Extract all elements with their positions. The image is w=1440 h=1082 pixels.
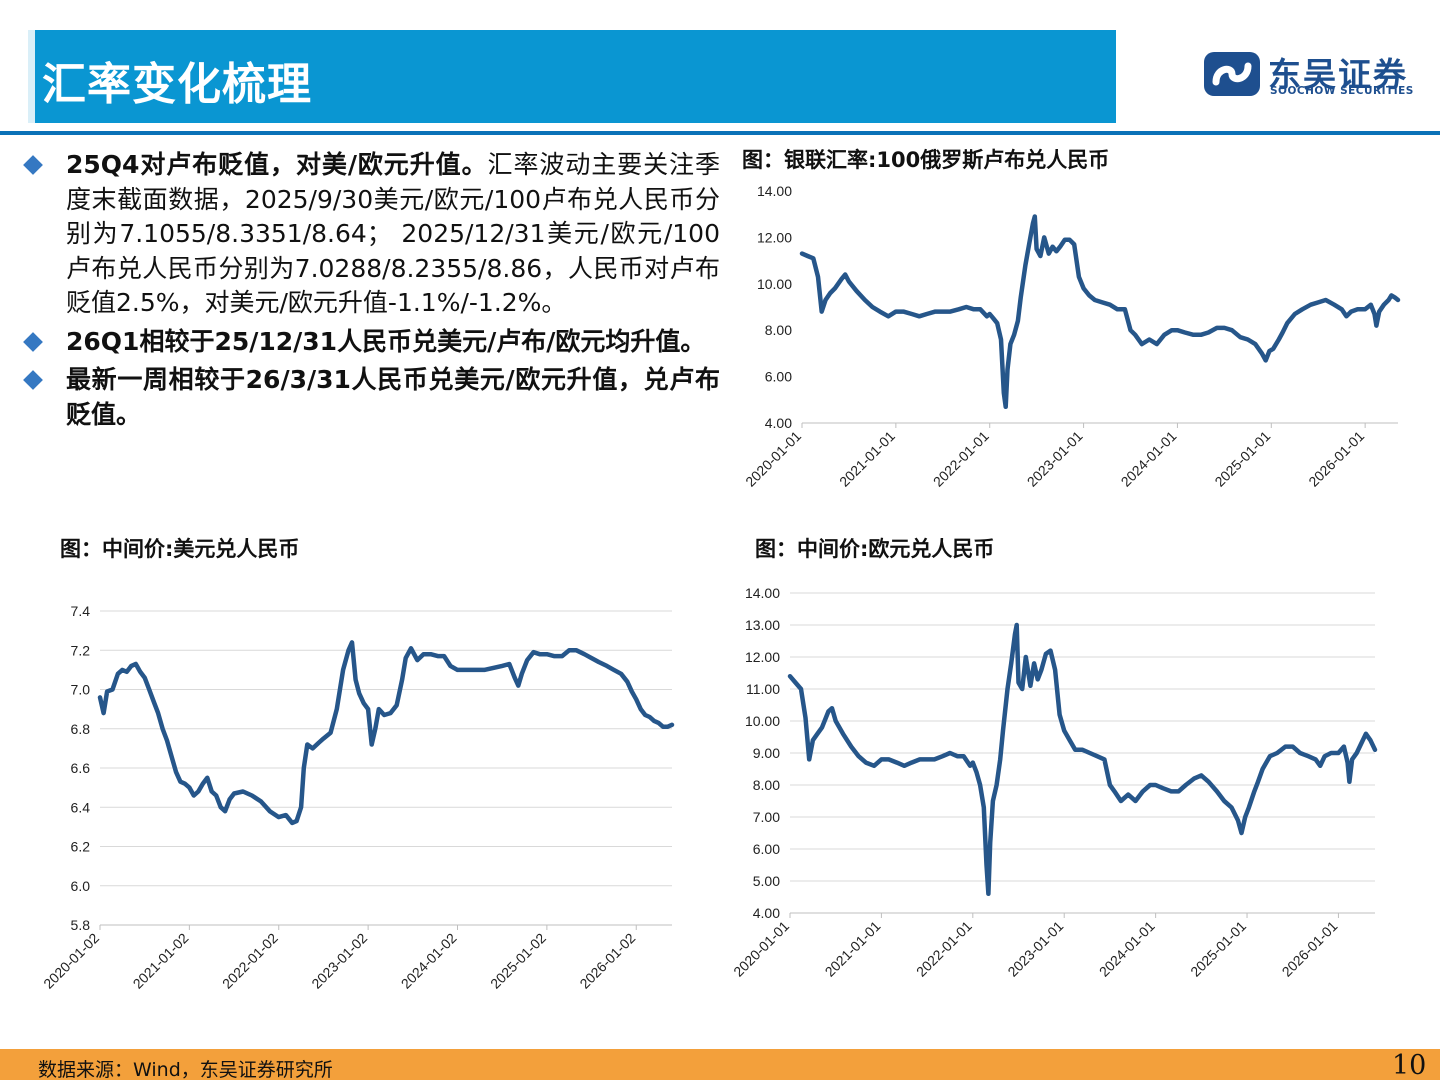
x-tick-label: 2025-01-02 (487, 930, 549, 992)
x-tick-label: 2023-01-01 (1024, 428, 1086, 490)
diamond-bullet-icon (23, 155, 43, 175)
x-tick-label: 2020-01-02 (40, 930, 102, 992)
series-line (799, 214, 1401, 410)
x-tick-label: 2025-01-01 (1211, 428, 1273, 490)
title-bar-edge (28, 30, 35, 123)
y-tick-label: 6.2 (71, 839, 91, 855)
header-rule (0, 131, 1440, 135)
bullet-list: 25Q4对卢布贬值，对美/欧元升值。汇率波动主要关注季度末截面数据，2025/9… (20, 148, 720, 436)
bullet-bold-text: 最新一周相较于26/3/31人民币兑美元/欧元升值，兑卢布贬值。 (66, 365, 720, 429)
x-tick-label: 2022-01-01 (913, 918, 975, 980)
x-tick-label: 2021-01-01 (836, 428, 898, 490)
y-tick-label: 6.6 (71, 760, 91, 776)
company-logo: 东吴证券 SOOCHOW SECURITIES (1202, 48, 1422, 104)
footer-bar (0, 1049, 1440, 1080)
diamond-bullet-icon (23, 331, 43, 352)
logo-english-name: SOOCHOW SECURITIES (1270, 85, 1414, 97)
x-tick-label: 2026-01-01 (1305, 428, 1367, 490)
y-tick-label: 6.00 (753, 841, 780, 857)
bullet-bold-text: 26Q1相较于25/12/31人民币兑美元/卢布/欧元均升值。 (66, 326, 706, 356)
x-tick-label: 2020-01-01 (730, 918, 792, 980)
x-tick-label: 2026-01-01 (1279, 918, 1341, 980)
y-tick-label: 7.0 (71, 682, 91, 698)
y-tick-label: 10.00 (745, 713, 780, 729)
y-tick-label: 10.00 (757, 276, 792, 292)
series-line (787, 622, 1378, 897)
y-tick-label: 7.00 (753, 809, 780, 825)
x-tick-label: 2024-01-01 (1096, 918, 1158, 980)
logo-chinese-name: 东吴证券 (1268, 55, 1408, 94)
x-tick-label: 2025-01-01 (1187, 918, 1249, 980)
x-tick-label: 2023-01-02 (308, 930, 370, 992)
y-tick-label: 14.00 (757, 183, 792, 199)
y-tick-label: 9.00 (753, 745, 780, 761)
bullet-item: 26Q1相较于25/12/31人民币兑美元/卢布/欧元均升值。 (20, 325, 720, 360)
y-tick-label: 14.00 (745, 585, 780, 601)
x-tick-label: 2026-01-02 (576, 930, 638, 992)
x-tick-label: 2022-01-01 (930, 428, 992, 490)
y-tick-label: 4.00 (753, 905, 780, 921)
y-tick-label: 6.0 (71, 878, 91, 894)
x-tick-label: 2024-01-02 (398, 930, 460, 992)
y-tick-label: 5.8 (71, 917, 91, 933)
y-tick-label: 7.2 (71, 642, 91, 658)
x-tick-label: 2023-01-01 (1004, 918, 1066, 980)
y-tick-label: 13.00 (745, 617, 780, 633)
x-tick-label: 2021-01-02 (130, 930, 192, 992)
y-tick-label: 8.00 (753, 777, 780, 793)
y-tick-label: 5.00 (753, 873, 780, 889)
y-tick-label: 8.00 (765, 322, 792, 338)
y-tick-label: 6.4 (71, 799, 91, 815)
page-title: 汇率变化梳理 (42, 59, 312, 110)
title-bar (28, 30, 1116, 123)
page-number: 10 (1392, 1050, 1427, 1081)
y-tick-label: 6.00 (765, 369, 792, 385)
bullet-item: 最新一周相较于26/3/31人民币兑美元/欧元升值，兑卢布贬值。 (20, 363, 720, 432)
y-tick-label: 11.00 (746, 681, 780, 697)
chart-title-eur: 图：中间价:欧元兑人民币 (755, 537, 995, 561)
y-tick-label: 12.00 (745, 649, 780, 665)
data-source-note: 数据来源：Wind，东吴证券研究所 (38, 1059, 333, 1081)
eur-cny-line-chart: 14.00 13.00 12.00 11.00 10.00 9.00 8.00 7.00 6.0… (730, 585, 1378, 980)
chart-title-usd: 图：中间价:美元兑人民币 (60, 537, 300, 561)
y-tick-label: 4.00 (765, 415, 792, 431)
bullet-bold-text: 25Q4对卢布贬值，对美/欧元升值。 (66, 150, 488, 179)
soochow-logo-icon (1204, 52, 1260, 96)
x-tick-label: 2020-01-01 (742, 428, 804, 490)
x-tick-label: 2021-01-01 (822, 918, 884, 980)
y-tick-label: 6.8 (71, 721, 91, 737)
x-tick-label: 2024-01-01 (1118, 428, 1180, 490)
y-tick-label: 7.4 (71, 603, 91, 619)
series-line (97, 640, 675, 826)
y-tick-label: 12.00 (757, 229, 792, 245)
diamond-bullet-icon (23, 370, 43, 390)
bullet-text: 汇率波动主要关注季度末截面数据，2025/9/30美元/欧元/100卢布兑人民币… (66, 150, 720, 317)
bullet-item: 25Q4对卢布贬值，对美/欧元升值。汇率波动主要关注季度末截面数据，2025/9… (20, 148, 720, 321)
chart-title-rub: 图：银联汇率:100俄罗斯卢布兑人民币 (742, 148, 1110, 172)
x-tick-label: 2022-01-02 (219, 930, 281, 992)
